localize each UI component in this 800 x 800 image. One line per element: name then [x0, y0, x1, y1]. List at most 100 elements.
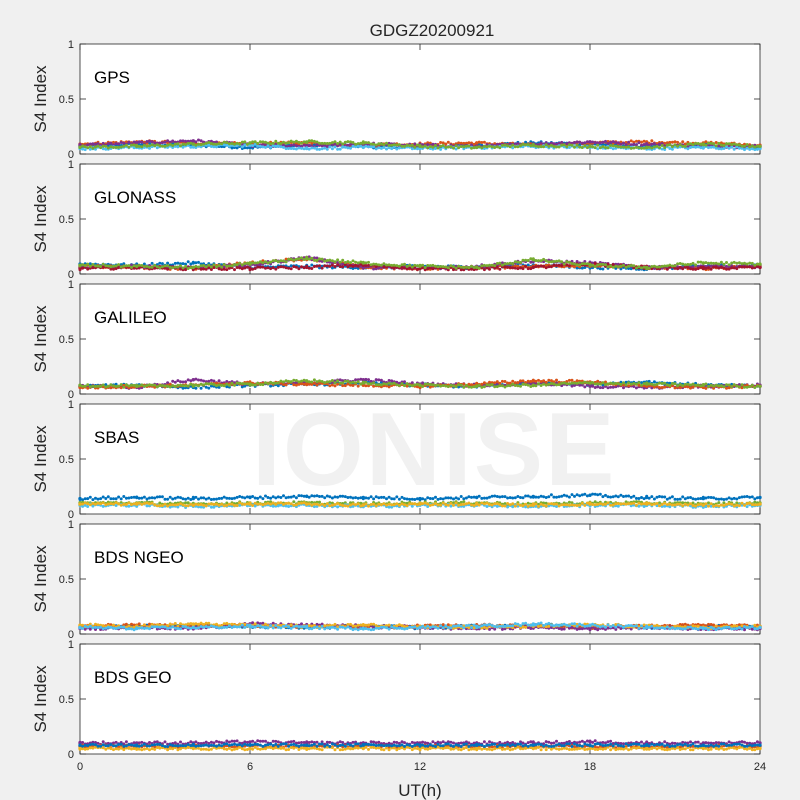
data-point — [629, 139, 633, 143]
data-point — [264, 140, 267, 144]
data-point — [243, 496, 247, 500]
data-point — [351, 144, 355, 148]
data-point — [604, 263, 607, 267]
data-point — [124, 140, 128, 144]
data-point — [699, 260, 703, 264]
data-point — [199, 264, 203, 268]
data-point — [650, 382, 654, 386]
data-point — [88, 145, 92, 149]
data-point — [652, 497, 656, 501]
data-point — [755, 144, 759, 148]
data-point — [640, 143, 643, 147]
data-point — [333, 140, 337, 144]
data-point — [392, 263, 396, 267]
data-point — [271, 144, 275, 148]
data-point — [748, 145, 752, 149]
data-point — [258, 502, 262, 506]
data-point — [256, 502, 260, 506]
data-point — [544, 259, 548, 263]
data-point — [122, 502, 126, 506]
data-point — [168, 142, 172, 146]
data-point — [333, 384, 337, 388]
data-point — [567, 495, 571, 499]
data-point — [439, 384, 443, 388]
data-point — [343, 261, 347, 264]
data-point — [410, 265, 414, 269]
data-point — [274, 259, 278, 263]
data-point — [516, 260, 520, 264]
data-point — [591, 261, 595, 265]
data-point — [539, 141, 543, 145]
data-point — [647, 266, 651, 270]
data-point — [722, 385, 726, 389]
data-point — [727, 142, 731, 146]
data-point — [457, 385, 461, 389]
data-point — [539, 259, 543, 263]
data-point — [88, 147, 92, 151]
data-point — [328, 258, 332, 262]
data-point — [186, 496, 190, 500]
data-point — [480, 385, 484, 389]
data-point — [300, 494, 303, 498]
data-point — [694, 497, 698, 501]
data-point — [470, 267, 473, 271]
data-point — [642, 139, 646, 143]
data-point — [269, 496, 273, 500]
data-point — [346, 504, 350, 508]
data-point — [140, 502, 144, 506]
data-point — [336, 382, 340, 386]
data-point — [696, 383, 700, 387]
data-point — [160, 144, 164, 148]
data-point — [181, 142, 185, 146]
data-point — [148, 146, 151, 150]
data-point — [745, 505, 749, 509]
data-point — [431, 263, 435, 267]
data-point — [114, 264, 118, 268]
data-point — [537, 145, 540, 149]
data-point — [292, 383, 296, 387]
data-point — [712, 142, 716, 146]
data-point — [248, 266, 252, 271]
data-point — [282, 259, 285, 263]
data-point — [130, 263, 133, 267]
data-point — [114, 385, 118, 388]
data-point — [117, 145, 121, 149]
data-point — [555, 495, 558, 499]
data-point — [591, 145, 595, 149]
data-point — [284, 496, 288, 500]
data-point — [506, 502, 510, 505]
data-point — [377, 378, 381, 382]
data-point — [575, 260, 579, 263]
data-point — [464, 265, 468, 269]
data-point — [691, 382, 695, 386]
data-point — [575, 379, 579, 383]
data-point — [310, 494, 314, 498]
data-point — [580, 383, 584, 387]
data-point — [516, 381, 520, 385]
data-point — [99, 497, 103, 501]
data-point — [709, 145, 713, 149]
data-point — [395, 502, 399, 506]
data-point — [596, 379, 600, 383]
data-point — [243, 143, 247, 147]
data-point — [439, 497, 443, 501]
data-point — [434, 495, 437, 499]
data-point — [297, 494, 301, 498]
data-point — [189, 379, 193, 383]
data-point — [173, 385, 177, 388]
data-point — [573, 145, 576, 149]
data-point — [490, 263, 494, 267]
data-point — [297, 267, 301, 271]
data-point — [212, 497, 216, 501]
data-point — [132, 146, 136, 150]
data-point — [382, 143, 386, 147]
data-point — [503, 380, 507, 383]
data-point — [359, 141, 363, 145]
data-point — [220, 265, 224, 269]
data-point — [611, 140, 615, 144]
data-point — [284, 383, 288, 387]
data-point — [670, 382, 674, 385]
data-point — [457, 383, 461, 387]
data-point — [204, 385, 208, 389]
